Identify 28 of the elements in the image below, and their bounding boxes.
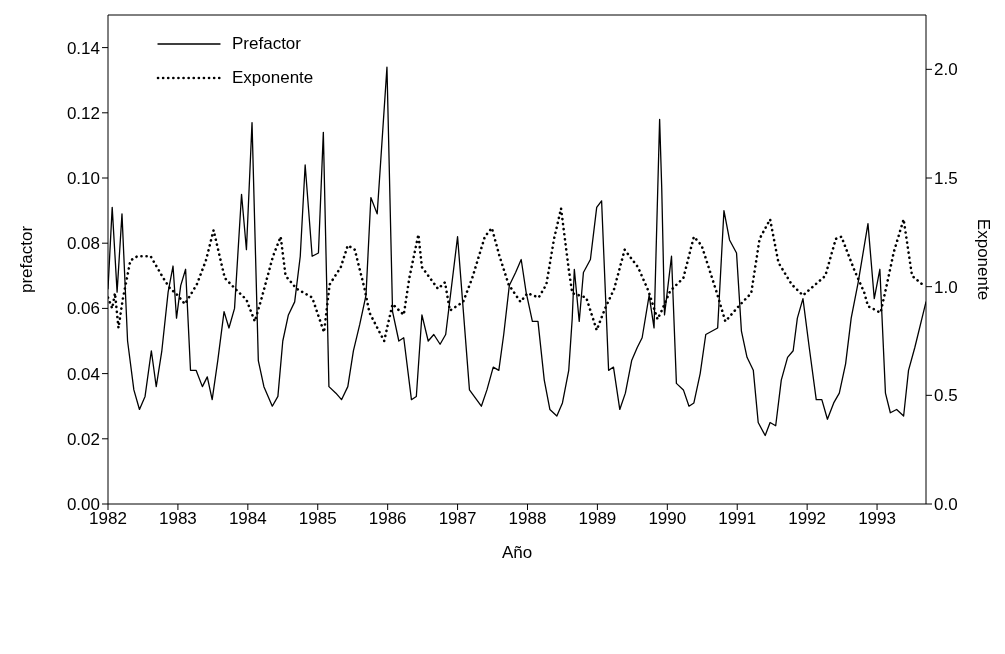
y2-axis-title: Exponente	[973, 218, 993, 301]
x-tick-label: 1986	[368, 509, 407, 529]
y2-tick-label: 0.0	[934, 495, 958, 515]
x-tick-label: 1991	[718, 509, 757, 529]
legend-label: Exponente	[232, 68, 314, 87]
y-tick-label: 0.04	[66, 364, 100, 384]
x-tick-label: 1983	[159, 509, 197, 529]
y2-tick-label: 1.5	[934, 169, 958, 189]
y-axis-title: prefactor	[17, 225, 37, 294]
x-tick-label: 1985	[298, 509, 337, 529]
y-tick-label: 0.02	[66, 429, 100, 449]
y-tick-label: 0.08	[66, 234, 100, 254]
legend-label: Prefactor	[232, 34, 302, 53]
y-tick-label: 0.12	[66, 103, 100, 123]
x-tick-label: 1988	[508, 509, 547, 529]
x-tick-label: 1989	[578, 509, 617, 529]
y-tick-label: 0.10	[66, 169, 100, 189]
y-tick-label: 0.06	[66, 299, 100, 319]
x-tick-label: 1993	[858, 509, 896, 529]
y-tick-label: 0.14	[66, 38, 100, 58]
y2-tick-label: 0.5	[934, 386, 958, 406]
x-tick-label: 1984	[228, 509, 267, 529]
x-tick-label: 1992	[788, 509, 827, 529]
y2-tick-label: 1.0	[934, 277, 958, 297]
y2-tick-label: 2.0	[934, 60, 958, 80]
x-tick-label: 1987	[438, 509, 477, 529]
x-tick-label: 1990	[648, 509, 687, 529]
x-axis-title: Año	[501, 543, 533, 562]
